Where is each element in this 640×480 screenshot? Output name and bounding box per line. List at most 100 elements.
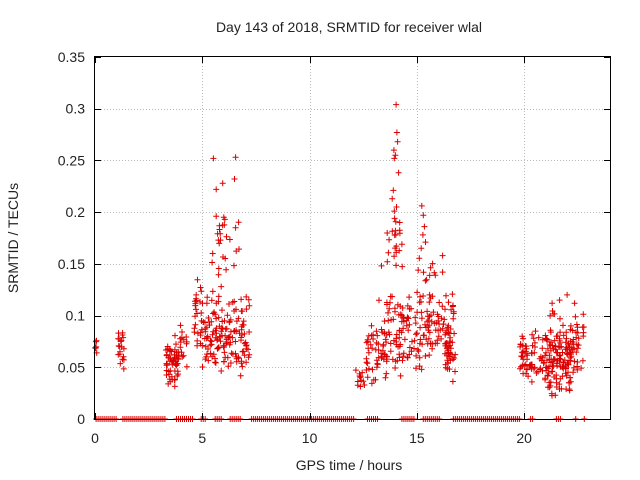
data-point bbox=[393, 262, 400, 269]
data-point bbox=[177, 322, 184, 329]
data-point bbox=[364, 336, 371, 343]
data-point bbox=[222, 326, 229, 333]
data-point bbox=[412, 320, 419, 327]
data-point bbox=[209, 331, 216, 338]
data-point bbox=[560, 359, 567, 366]
data-point bbox=[417, 324, 424, 331]
data-point bbox=[363, 359, 370, 366]
data-point bbox=[522, 348, 529, 355]
data-point bbox=[547, 379, 554, 386]
data-point bbox=[243, 293, 250, 300]
data-point bbox=[418, 309, 425, 316]
data-point bbox=[573, 334, 580, 341]
x-tick-label: 0 bbox=[91, 430, 99, 446]
data-point bbox=[202, 343, 209, 350]
data-point bbox=[548, 339, 554, 346]
data-point bbox=[528, 378, 535, 385]
data-point bbox=[198, 326, 205, 333]
data-point bbox=[396, 247, 403, 254]
data-point bbox=[384, 230, 391, 236]
data-point bbox=[452, 351, 459, 358]
data-point bbox=[194, 330, 201, 337]
y-tick-label: 0.15 bbox=[58, 256, 85, 272]
data-point bbox=[171, 376, 178, 383]
data-point bbox=[210, 155, 217, 162]
data-point bbox=[549, 300, 556, 307]
x-axis-label: GPS time / hours bbox=[296, 457, 403, 473]
data-point bbox=[236, 330, 243, 337]
data-point bbox=[169, 361, 176, 368]
data-point bbox=[383, 332, 390, 338]
data-point bbox=[392, 152, 399, 159]
data-point bbox=[573, 349, 580, 356]
data-point bbox=[358, 377, 365, 384]
data-point bbox=[215, 314, 222, 321]
data-point bbox=[446, 355, 452, 362]
data-point bbox=[368, 380, 375, 387]
data-point bbox=[560, 332, 567, 339]
data-point bbox=[241, 352, 248, 359]
data-point bbox=[166, 371, 172, 378]
data-point bbox=[217, 237, 224, 244]
data-point bbox=[553, 375, 560, 382]
data-point bbox=[238, 308, 245, 315]
data-point bbox=[386, 236, 393, 243]
data-point bbox=[175, 352, 182, 359]
data-point bbox=[574, 324, 581, 331]
data-point bbox=[532, 328, 539, 335]
data-point bbox=[572, 313, 579, 320]
data-point bbox=[393, 338, 400, 345]
data-point bbox=[238, 360, 245, 367]
data-point bbox=[517, 343, 524, 350]
data-point bbox=[406, 321, 413, 328]
data-point bbox=[368, 322, 375, 329]
data-point bbox=[569, 327, 576, 334]
data-point bbox=[389, 195, 396, 202]
data-point bbox=[571, 358, 578, 365]
data-point bbox=[422, 353, 429, 359]
data-point bbox=[223, 266, 230, 273]
data-point bbox=[197, 284, 204, 291]
data-point bbox=[216, 240, 223, 247]
data-point bbox=[209, 288, 216, 295]
data-point bbox=[179, 353, 186, 360]
data-point bbox=[423, 336, 430, 343]
data-point bbox=[434, 340, 441, 347]
data-point bbox=[416, 363, 423, 370]
data-point bbox=[215, 293, 222, 300]
data-point bbox=[445, 329, 452, 336]
data-point bbox=[383, 299, 390, 306]
data-point bbox=[543, 349, 549, 356]
data-point bbox=[422, 239, 429, 246]
data-point bbox=[191, 329, 198, 336]
data-point bbox=[451, 355, 458, 361]
data-point bbox=[213, 300, 220, 307]
data-point bbox=[418, 366, 425, 373]
data-point bbox=[245, 296, 252, 303]
x-tick-labels: 0 5 10 15 20 bbox=[91, 430, 532, 446]
data-point bbox=[404, 354, 411, 361]
y-axis-label: SRMTID / TECUs bbox=[5, 183, 21, 293]
data-point bbox=[400, 353, 407, 360]
data-point bbox=[217, 230, 224, 237]
data-point bbox=[426, 352, 433, 359]
data-point bbox=[116, 343, 123, 350]
data-point bbox=[426, 313, 433, 320]
data-point bbox=[117, 348, 123, 355]
data-point bbox=[399, 263, 406, 270]
data-point bbox=[194, 276, 201, 283]
data-point bbox=[413, 365, 419, 372]
data-point bbox=[528, 350, 535, 357]
data-point bbox=[385, 309, 391, 316]
data-point bbox=[192, 321, 199, 328]
data-point bbox=[208, 318, 215, 325]
data-point bbox=[420, 332, 427, 339]
data-point bbox=[450, 356, 456, 363]
data-point bbox=[397, 311, 404, 318]
data-point bbox=[429, 260, 436, 267]
data-point bbox=[231, 298, 238, 305]
data-point bbox=[403, 317, 410, 324]
data-point bbox=[392, 218, 399, 225]
data-point bbox=[232, 338, 239, 345]
data-point bbox=[580, 333, 587, 340]
